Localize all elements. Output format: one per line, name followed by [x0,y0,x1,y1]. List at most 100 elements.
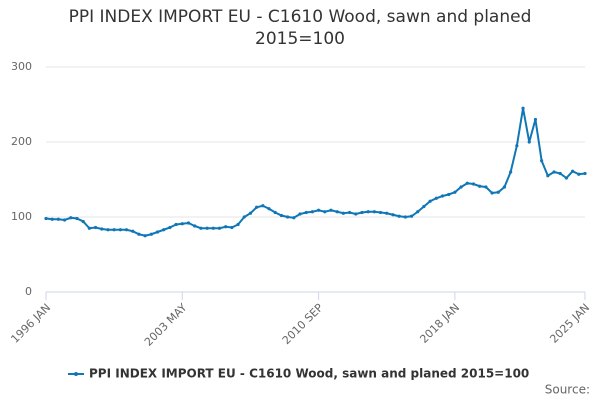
point [62,218,67,222]
x-tick-label: 2003 MAY [142,301,190,349]
point [230,225,234,230]
point [552,170,556,174]
source: Source: [545,383,590,397]
point [118,228,122,232]
y-tick-label: 100 [11,210,32,223]
point [199,226,203,230]
legend: PPI INDEX IMPORT EU - C1610 Wood, sawn a… [68,367,529,381]
series-line [45,108,586,237]
point [93,225,98,230]
point [360,210,364,215]
x-tick-label: 1996 JAN [8,301,53,346]
point [459,185,463,189]
point [366,210,370,214]
chart-title: PPI INDEX IMPORT EU - C1610 Wood, sawn a… [68,7,532,49]
point [583,171,587,176]
point [279,213,284,218]
point [44,216,48,221]
point [217,226,222,230]
point [378,210,383,215]
point [273,210,277,215]
point [286,215,290,219]
x-tick-label: 2010 SEP [280,301,326,347]
point [298,212,302,216]
point [416,210,420,214]
y-tick-label: 200 [11,135,32,148]
x-tick-label: 2018 JAN [417,301,462,346]
point [509,170,513,174]
point [323,210,327,214]
point [403,215,407,219]
point [577,172,581,176]
point [347,210,352,215]
point [521,106,525,110]
point [87,226,91,230]
point [316,208,321,212]
point [496,190,500,194]
point [50,217,54,221]
point [131,229,135,233]
point [100,227,104,231]
point [409,214,414,218]
point [453,190,457,194]
point [155,230,160,234]
point [224,225,228,229]
point [180,222,184,226]
point [391,213,395,217]
point [242,215,246,219]
point [533,117,538,122]
point [304,210,308,215]
point [174,222,178,227]
point [385,211,389,215]
point [162,228,166,232]
point [335,210,339,214]
point [137,232,141,236]
point [211,226,215,230]
point [465,181,469,185]
point [490,191,494,195]
point [186,221,191,225]
point [502,185,507,189]
point [447,192,451,197]
point [372,210,376,214]
point [81,219,85,224]
point [310,210,315,214]
point [149,232,153,236]
point [112,228,116,232]
point [69,216,73,220]
point [124,228,129,232]
point [143,234,147,238]
point [558,171,562,176]
y-tick-label: 0 [25,285,32,298]
point [397,214,401,218]
point [248,211,253,215]
point [329,208,333,212]
legend-marker [74,372,78,376]
point [428,199,432,203]
point [434,196,438,200]
point [546,174,550,178]
point [571,169,575,173]
point [515,144,519,148]
point [106,228,110,232]
point [341,211,345,215]
point [484,185,488,189]
point [564,176,569,180]
point [292,216,296,220]
y-tick-label: 300 [11,60,32,73]
point [75,216,79,221]
point [527,140,531,144]
point [255,205,259,209]
point [267,207,271,211]
x-tick-label: 2025 JAN [547,301,592,346]
point [471,182,476,186]
point [193,224,197,228]
point [440,194,445,198]
point [478,184,482,188]
point [236,222,240,227]
point [168,225,172,230]
point [56,217,60,221]
point [205,226,209,230]
